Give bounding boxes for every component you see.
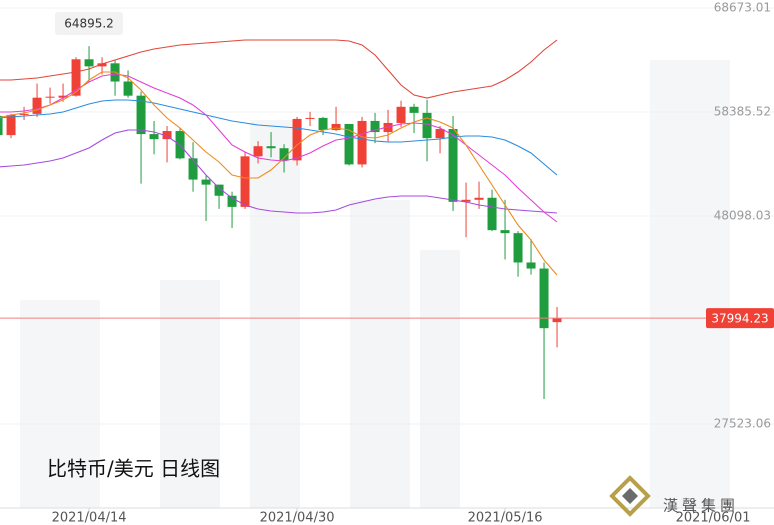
candle-body [149,134,159,140]
chart-title: 比特币/美元 日线图 [47,457,220,481]
candle-body [344,123,354,165]
candle-body [32,97,42,114]
candle-body [58,95,68,98]
candle-body [19,113,29,115]
candle-body [409,106,419,113]
candle-body [227,195,237,207]
y-tick-label: 27523.06 [714,416,771,430]
y-tick-label: 68673.01 [714,0,771,14]
candle-body [240,156,250,207]
indicator-line [0,71,558,276]
candle-body [357,120,367,165]
indicator-line [0,129,558,214]
candle-body [84,59,94,67]
x-tick-label: 2021/06/01 [676,511,751,525]
candle-body [370,120,380,133]
candle-body [448,129,458,202]
candle-body [318,117,328,131]
candle-body [526,262,536,269]
candle-body [253,146,263,157]
candle-body [266,146,276,149]
candle-body [71,59,81,96]
candle-body [305,117,315,119]
candle-body [422,112,432,139]
candle-body [539,268,549,329]
x-tick-label: 2021/04/30 [260,511,335,525]
candle-body [279,148,289,161]
candle-body [188,158,198,180]
candle-body [331,123,341,131]
indicator-line [0,39,558,99]
candle-body [0,115,3,136]
max-label-box [55,12,123,35]
y-tick-label: 58385.52 [714,104,771,118]
candle-body [6,114,16,136]
max-label: 64895.2 [64,17,114,31]
candle-body [162,131,172,140]
candle-body [435,129,445,139]
candle-body [474,197,484,200]
candle-body [513,233,523,263]
candle-body [461,199,471,202]
x-tick-label: 2021/04/14 [52,511,127,525]
last-price-label: 37994.23 [711,312,768,326]
indicator-line [0,73,558,223]
candle-body [201,179,211,185]
candle-body [136,95,146,135]
y-tick-label: 48098.03 [714,208,771,222]
candle-body [552,318,562,323]
candle-body [487,197,497,231]
candle-body [45,96,55,98]
background-buildings [20,60,730,508]
x-tick-label: 2021/05/16 [468,511,543,525]
candle-body [214,184,224,196]
candle-body [292,118,302,161]
candle-body [123,81,133,96]
candle-body [97,63,107,67]
indicator-line [0,99,558,176]
candle-body [396,106,406,123]
last-price-box [706,308,774,329]
logo: 漢聲集團 [609,475,739,517]
candle-body [500,230,510,234]
watermark: 漢聲集團 [663,497,739,515]
